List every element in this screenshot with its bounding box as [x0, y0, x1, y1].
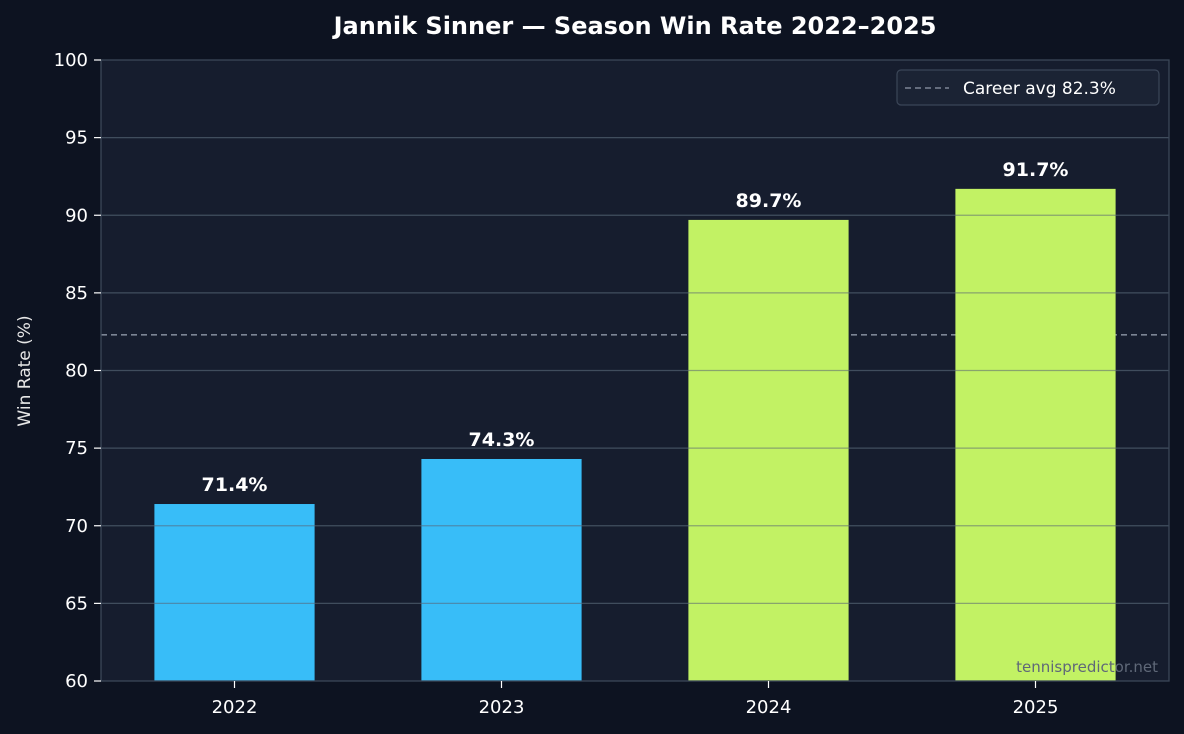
- legend-box: [896, 69, 1160, 106]
- legend-entry: Career avg 82.3%: [963, 79, 1116, 99]
- chart-title: Jannik Sinner — Season Win Rate 2022–202…: [332, 12, 937, 40]
- y-tick-label: 100: [54, 50, 88, 71]
- y-tick-label: 85: [65, 283, 88, 304]
- bars: [101, 136, 1169, 682]
- y-tick-label: 95: [65, 128, 88, 149]
- watermark: tennispredictor.net: [1016, 658, 1158, 676]
- data-label-2023: 74.3%: [469, 429, 535, 451]
- y-tick-label: 70: [65, 516, 88, 537]
- x-tick-label: 2023: [479, 697, 525, 718]
- y-tick-label: 90: [65, 205, 88, 226]
- data-label-2024: 89.7%: [736, 190, 802, 212]
- data-labels: 71.4% 74.3% 89.7% 91.7%: [202, 159, 1069, 496]
- y-axis-ticks: 60 65 70 75 80 85 90 95 100: [54, 50, 101, 692]
- y-tick-label: 60: [65, 671, 88, 692]
- y-axis-label: Win Rate (%): [15, 315, 35, 426]
- y-tick-label: 80: [65, 361, 88, 382]
- y-tick-label: 75: [65, 438, 88, 459]
- data-label-2025: 91.7%: [1003, 159, 1069, 181]
- bar-2023: [421, 458, 582, 681]
- x-tick-label: 2022: [212, 697, 258, 718]
- bar-2022: [154, 504, 315, 681]
- x-axis-ticks: 2022 2023 2024 2025: [212, 681, 1059, 718]
- x-tick-label: 2024: [746, 697, 792, 718]
- y-tick-label: 65: [65, 593, 88, 614]
- legend: Career avg 82.3%: [896, 69, 1160, 106]
- bar-2025: [955, 188, 1116, 682]
- data-label-2022: 71.4%: [202, 474, 268, 496]
- bar-2024: [688, 219, 849, 681]
- x-tick-label: 2025: [1013, 697, 1059, 718]
